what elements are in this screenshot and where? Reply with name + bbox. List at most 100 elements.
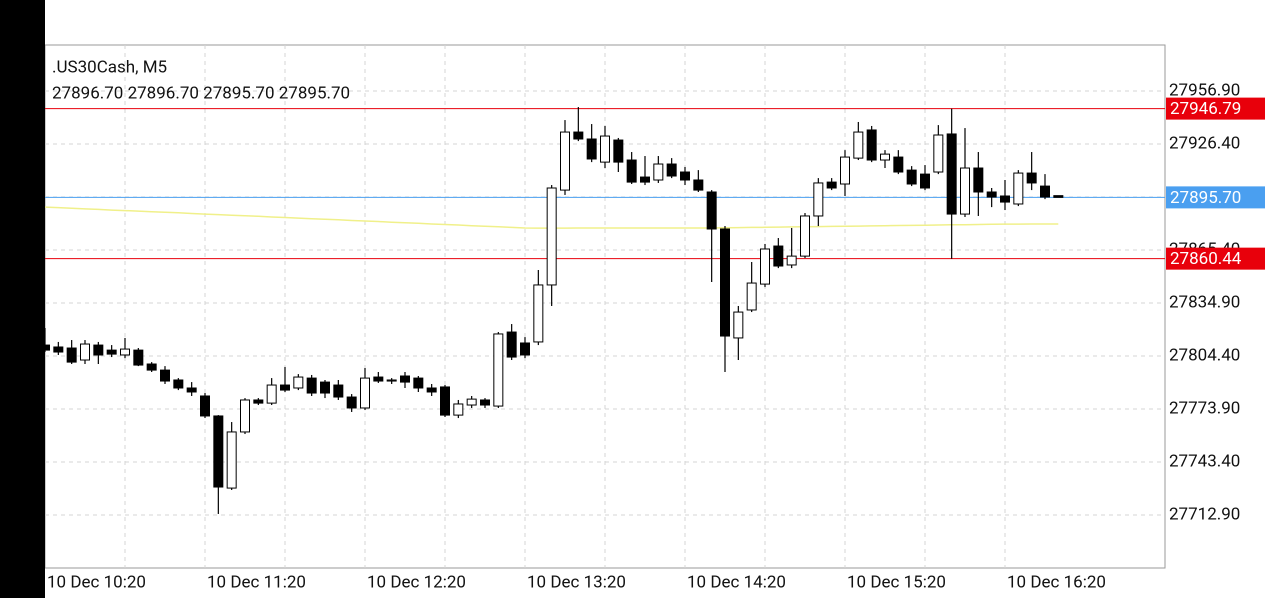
candle-body [360,377,370,409]
candle-body [946,133,957,215]
x-tick-label: 10 Dec 14:20 [687,572,786,592]
candle-body [93,344,104,356]
candle-body [1053,195,1064,198]
candle-body [466,398,477,406]
price-axis: 27712.90 27743.40 27773.90 27804.40 27834.90… [1169,81,1240,525]
candle-body [920,173,930,189]
candle-body [386,379,397,382]
candle-body [893,156,904,173]
candle-body [293,376,304,389]
candle-body [666,163,677,177]
candle-body [960,167,970,215]
ohlc-label: 27896.70 27896.70 27895.70 27895.70 [52,83,350,103]
candle-body [626,159,637,183]
candle-body [373,376,384,382]
candle-body [586,138,597,160]
symbol-label: .US30Cash, M5 [52,57,167,77]
x-tick-label: 10 Dec 15:20 [847,572,946,592]
candle-body [426,387,437,393]
candle-body [173,379,184,389]
x-tick-label: 10 Dec 16:20 [1007,572,1106,592]
candle-body [773,245,784,267]
candle-body [680,171,690,181]
candle-body [440,386,450,416]
level-tag [1166,97,1265,120]
price-levels: 27946.79 27895.70 27860.44 [1166,97,1265,270]
candle-body [520,342,530,356]
candle-body [213,415,224,488]
candle-body [186,387,197,393]
candle-body [200,395,210,417]
candle-body [533,284,544,343]
candle-body [706,191,717,230]
candle-body [280,384,290,391]
candle-body [640,176,650,183]
candle-body [600,135,610,163]
level-tag [1166,247,1265,270]
candle-body [986,191,997,198]
y-tick-label: 27926.40 [1169,134,1240,154]
candle-body [306,377,317,394]
candle-body [480,399,490,406]
candle-body [413,377,424,389]
candle-body [506,331,517,358]
candle-body [45,344,50,351]
candle-body [693,179,704,191]
candle-body [866,129,877,161]
candle-body [53,346,64,353]
candle-body [880,153,890,161]
y-tick-label: 27773.90 [1169,398,1240,418]
candle-body [1040,185,1050,198]
candle-body [240,399,250,433]
candle-body [266,384,277,404]
y-tick-label: 27743.40 [1169,451,1240,471]
x-tick-label: 10 Dec 13:20 [527,572,626,592]
candle-body [1013,172,1024,205]
candle-body [320,381,330,394]
candle-body [573,131,584,140]
candle-body [826,181,837,189]
candle-body [853,131,864,159]
candle-body [66,347,77,363]
candle-body [80,343,90,361]
candle-body [1026,172,1037,184]
candle-body [733,311,744,339]
candle-body [120,348,130,356]
candle-body [346,396,357,409]
candle-body [746,282,757,311]
candle-body [760,248,770,285]
candle-body [146,363,157,371]
candle-body [133,349,144,366]
candle-body [840,156,850,185]
level-tag [1166,186,1265,209]
candle-body [933,134,944,173]
candle-body [813,182,824,217]
plot-area [45,107,1165,514]
y-tick-label: 27804.40 [1169,346,1240,366]
candle-body [786,255,797,266]
candle-body [973,167,984,193]
level-label: 27946.79 [1170,99,1241,119]
y-tick-label: 27712.90 [1169,504,1240,524]
y-tick-label: 27834.90 [1169,293,1240,313]
candle-body [160,369,170,382]
candle-body [653,163,664,181]
candle-body [1000,195,1010,203]
candle-body [906,169,917,185]
y-tick-label: 27956.90 [1169,81,1240,101]
candle-body [720,228,730,337]
candle-body [493,333,504,407]
candle-body [333,384,344,398]
candle-body [253,399,264,404]
x-tick-label: 10 Dec 12:20 [367,572,466,592]
candle-body [453,403,464,416]
plot-frame [44,44,1166,569]
x-tick-label: 10 Dec 10:20 [47,572,146,592]
candle-body [800,215,810,257]
level-label: 27895.70 [1170,188,1241,208]
candle-body [106,349,117,355]
candle-body [546,187,557,286]
left-bar [0,0,45,598]
